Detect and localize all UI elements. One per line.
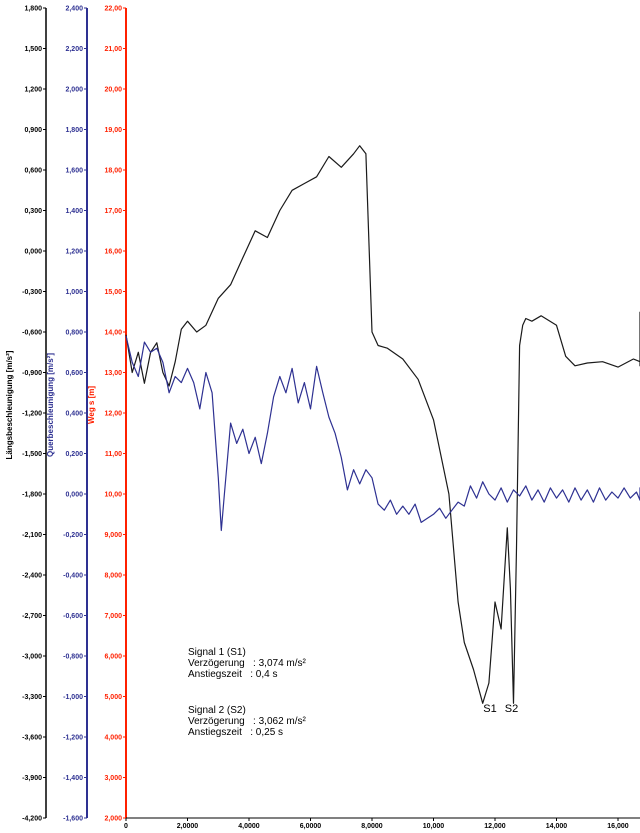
left-blue-tick-label: -1,000 xyxy=(63,694,83,701)
left-red-tick-label: 18,00 xyxy=(104,168,122,175)
left-black-tick-label: -3,600 xyxy=(22,735,42,742)
left-blue-tick-label: 2,200 xyxy=(65,46,83,53)
left-red-tick-label: 2,000 xyxy=(104,816,122,823)
left-red-tick-label: 8,000 xyxy=(104,573,122,580)
left-black-tick-label: 0,600 xyxy=(24,168,42,175)
peak-label-s1: S1 xyxy=(483,703,496,715)
left-blue-tick-label: -0,600 xyxy=(63,613,83,620)
left-red-tick-label: 20,00 xyxy=(104,87,122,94)
left-red-tick-label: 17,00 xyxy=(104,208,122,215)
left-black-tick-label: -1,800 xyxy=(22,492,42,499)
left-black-tick-label: -4,200 xyxy=(22,816,42,823)
left-black-tick-label: 1,800 xyxy=(24,6,42,13)
left-red-axis-label: Weg s [m] xyxy=(87,386,96,424)
left-black-tick-label: -3,900 xyxy=(22,775,42,782)
left-blue-tick-label: 0,400 xyxy=(65,411,83,418)
series-line-1 xyxy=(125,145,640,704)
left-red-tick-label: 4,000 xyxy=(104,735,122,742)
peak-label-group: S1 S2 xyxy=(483,703,518,715)
annotation-1-line-3: Anstiegszeit : 0,4 s xyxy=(188,669,278,680)
series-group xyxy=(125,145,640,704)
x-tick-label: 0 xyxy=(124,823,128,830)
left-red-tick-label: 9,000 xyxy=(104,532,122,539)
left-red-tick-label: 5,000 xyxy=(104,694,122,701)
left-red-tick-label: 21,00 xyxy=(104,46,122,53)
left-black-tick-label: 1,500 xyxy=(24,46,42,53)
tick-group: 1,800 1,500 1,200 0,900 0,600 0,300 0,000 -0,30… xyxy=(22,6,629,831)
left-red-tick-label: 14,00 xyxy=(104,330,122,337)
x-tick-label: 14,000 xyxy=(546,823,568,830)
left-blue-tick-label: 0,600 xyxy=(65,370,83,377)
left-red-tick-label: 3,000 xyxy=(104,775,122,782)
left-red-tick-label: 16,00 xyxy=(104,249,122,256)
left-black-tick-label: 0,900 xyxy=(24,127,42,134)
left-blue-tick-label: 1,400 xyxy=(65,208,83,215)
x-tick-label: 2,0000 xyxy=(177,823,199,830)
left-red-tick-label: 13,00 xyxy=(104,370,122,377)
annotation-signal-1: Signal 1 (S1) Verzögerung : 3,074 m/s² A… xyxy=(188,647,307,680)
x-tick-label: 6,0000 xyxy=(300,823,322,830)
x-tick-label: 8,0000 xyxy=(361,823,383,830)
x-tick-label: 10,000 xyxy=(423,823,445,830)
left-black-tick-label: -2,100 xyxy=(22,532,42,539)
left-blue-tick-label: -1,200 xyxy=(63,735,83,742)
x-tick-label: 12,000 xyxy=(484,823,506,830)
annotation-2-line-1: Signal 2 (S2) xyxy=(188,705,246,716)
left-black-tick-label: 0,300 xyxy=(24,208,42,215)
left-red-tick-label: 7,000 xyxy=(104,613,122,620)
left-blue-tick-label: -0,400 xyxy=(63,573,83,580)
x-tick-label: 16,000 xyxy=(607,823,629,830)
left-black-tick-label: -2,400 xyxy=(22,573,42,580)
peak-label-s2: S2 xyxy=(505,703,518,715)
left-blue-axis-label: Querbeschleunigung [m/s²] xyxy=(46,353,55,457)
left-black-tick-label: -0,300 xyxy=(22,289,42,296)
left-blue-tick-label: 1,800 xyxy=(65,127,83,134)
left-blue-tick-label: 2,000 xyxy=(65,87,83,94)
series-line-2 xyxy=(125,335,640,532)
left-red-tick-label: 6,000 xyxy=(104,654,122,661)
x-tick-label: 4,0000 xyxy=(238,823,260,830)
left-blue-tick-label: 1,000 xyxy=(65,289,83,296)
left-blue-tick-label: 0,800 xyxy=(65,330,83,337)
annotation-2-line-3: Anstiegszeit : 0,25 s xyxy=(188,727,283,738)
left-red-tick-label: 11,00 xyxy=(105,451,122,458)
left-red-tick-label: 22,00 xyxy=(104,6,122,13)
left-black-tick-label: 1,200 xyxy=(24,87,42,94)
left-black-tick-label: -2,700 xyxy=(22,613,42,620)
annotation-2-line-2: Verzögerung : 3,062 m/s² xyxy=(188,716,307,727)
left-blue-tick-label: -1,400 xyxy=(63,775,83,782)
left-red-tick-label: 12,00 xyxy=(104,411,122,418)
left-black-tick-label: -1,500 xyxy=(22,451,42,458)
left-blue-tick-label: -1,600 xyxy=(63,816,83,823)
left-black-tick-label: -3,300 xyxy=(22,694,42,701)
left-blue-tick-label: -0,800 xyxy=(63,654,83,661)
left-red-tick-label: 15,00 xyxy=(104,289,122,296)
left-blue-tick-label: 1,600 xyxy=(65,168,83,175)
left-blue-tick-label: 0,200 xyxy=(65,451,83,458)
left-red-tick-label: 19,00 xyxy=(104,127,122,134)
left-black-axis-label: Längsbeschleunigung [m/s²] xyxy=(5,350,14,459)
left-blue-tick-label: 1,200 xyxy=(65,249,83,256)
left-blue-tick-label: 0,000 xyxy=(65,492,83,499)
annotation-signal-2: Signal 2 (S2) Verzögerung : 3,062 m/s² A… xyxy=(188,705,307,738)
left-black-tick-label: -3,000 xyxy=(22,654,42,661)
left-blue-tick-label: -0,200 xyxy=(63,532,83,539)
left-black-tick-label: -0,900 xyxy=(22,370,42,377)
left-red-tick-label: 10,00 xyxy=(104,492,122,499)
left-blue-tick-label: 2,400 xyxy=(65,6,83,13)
left-black-tick-label: 0,000 xyxy=(24,249,42,256)
annotation-1-line-2: Verzögerung : 3,074 m/s² xyxy=(188,658,307,669)
annotation-1-line-1: Signal 1 (S1) xyxy=(188,647,246,658)
left-black-tick-label: -1,200 xyxy=(22,411,42,418)
left-black-tick-label: -0,600 xyxy=(22,330,42,337)
